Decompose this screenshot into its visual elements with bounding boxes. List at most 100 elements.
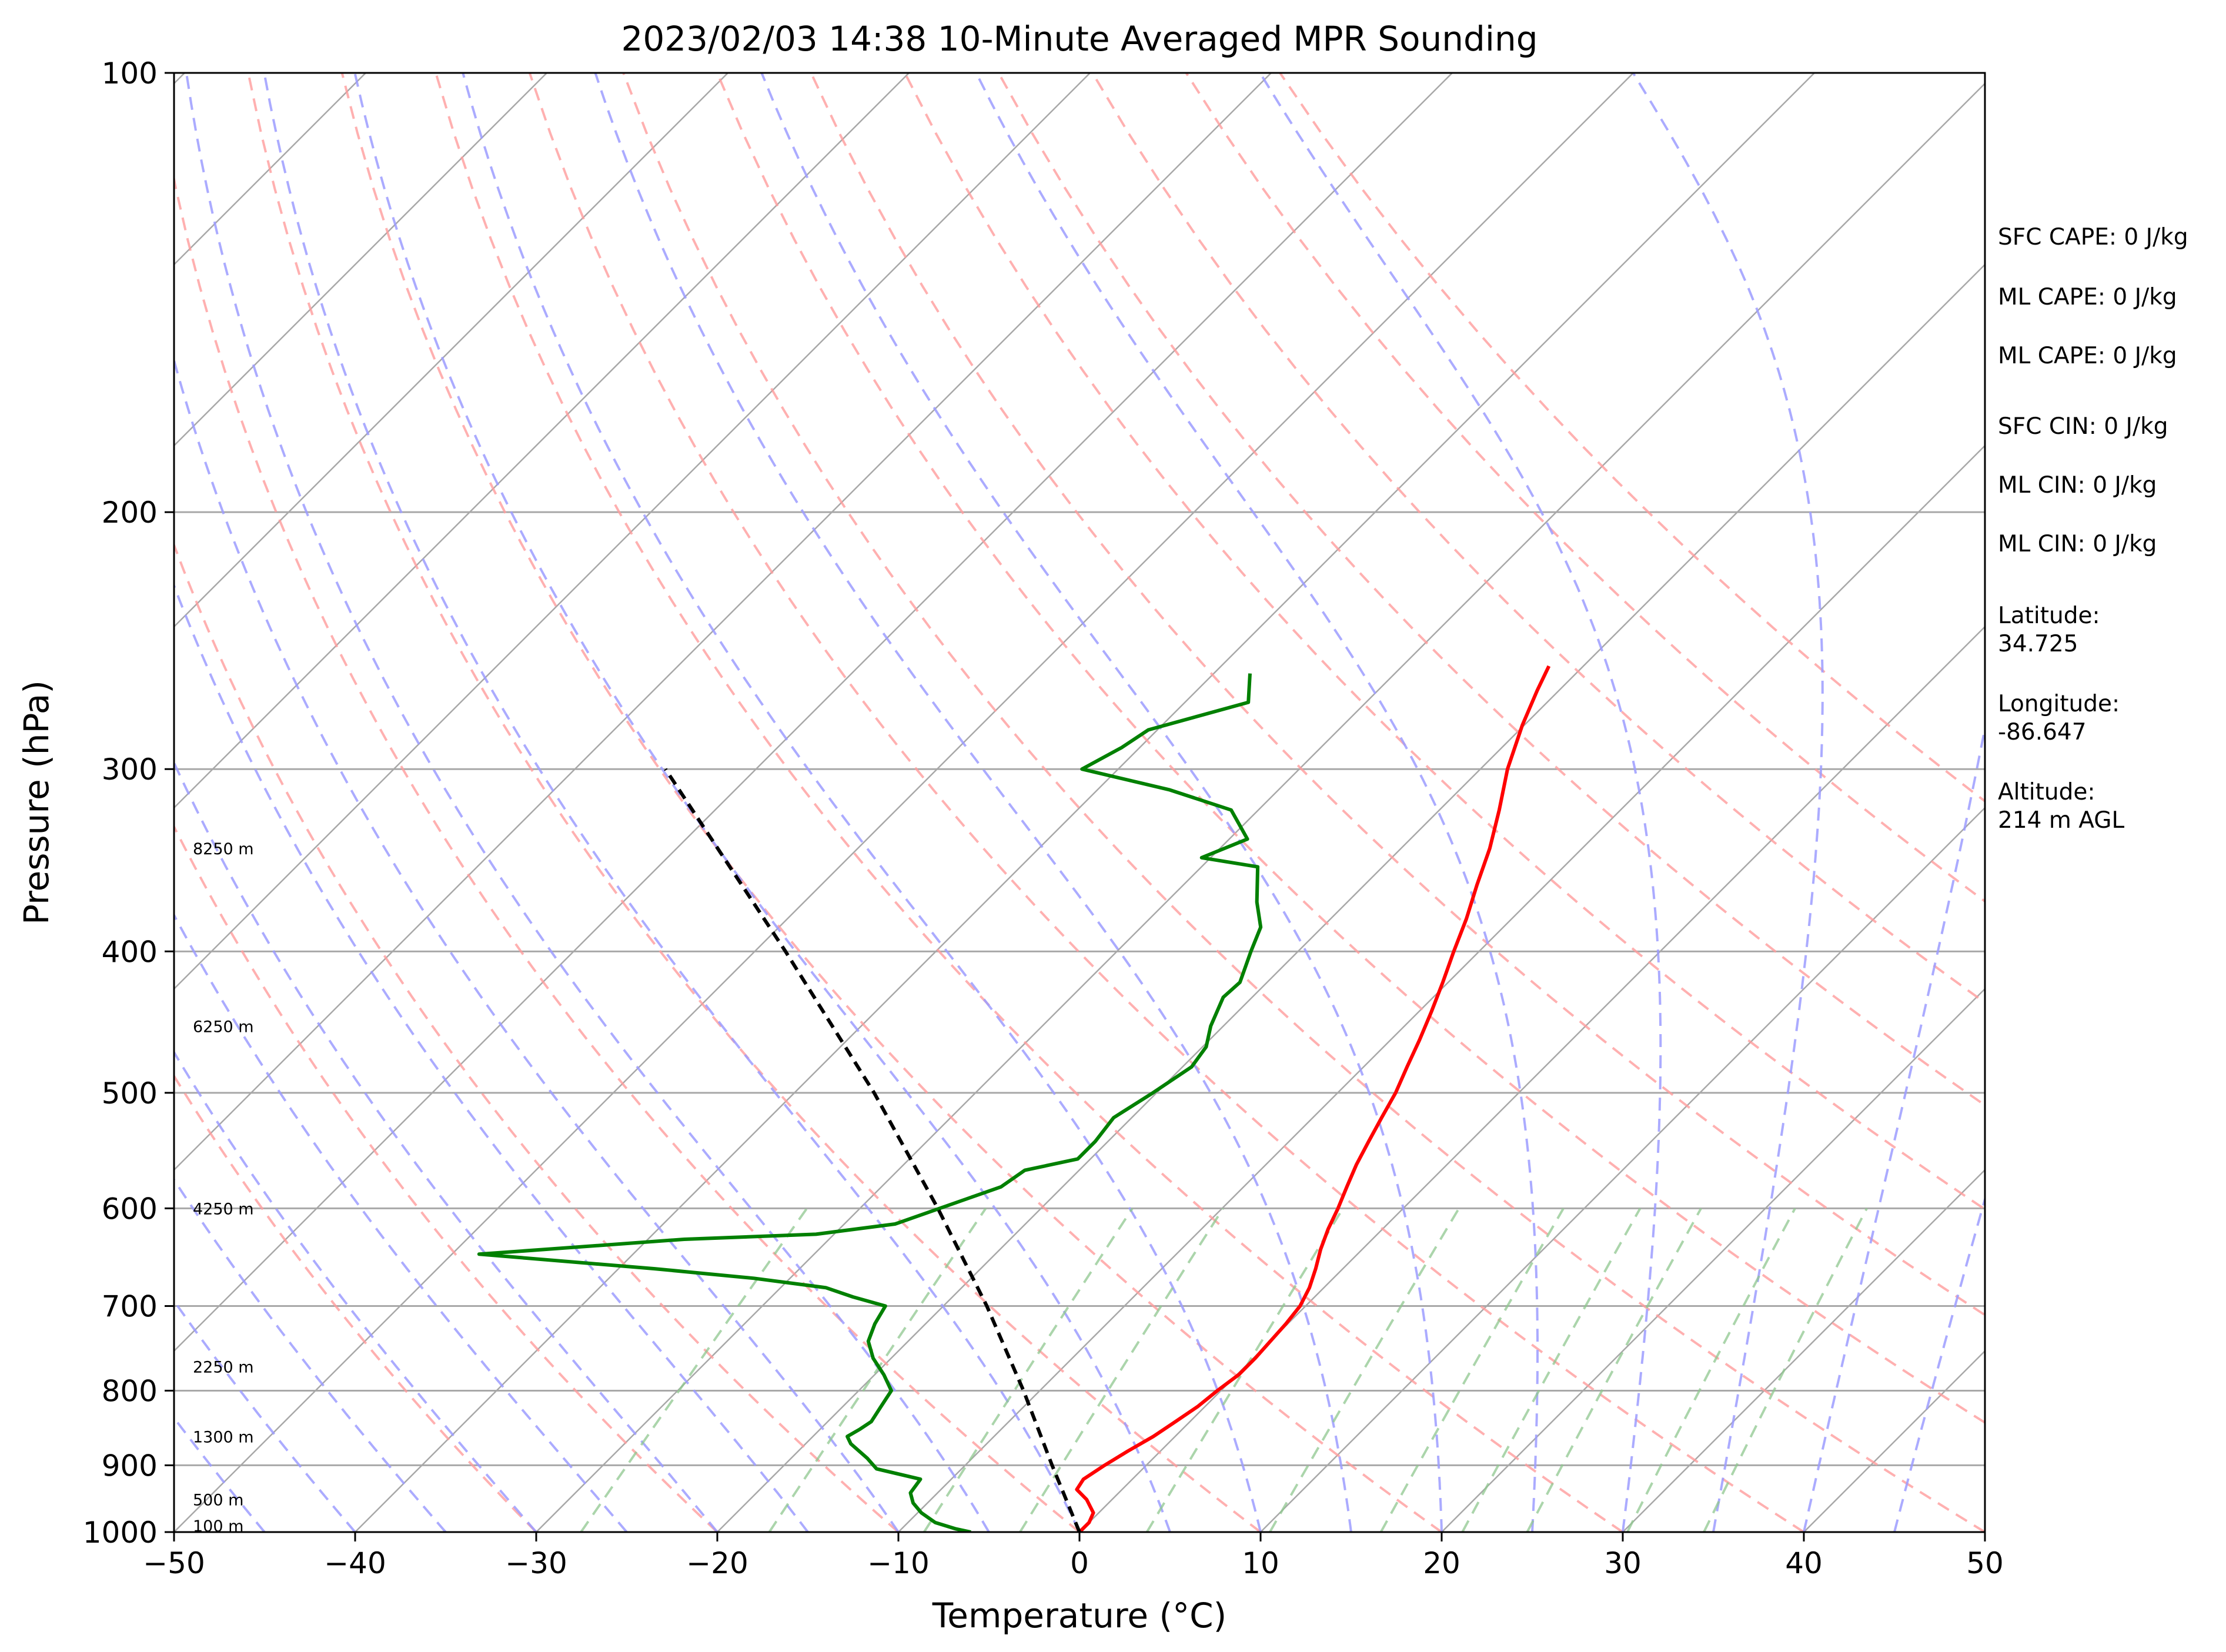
- latitude-value: 34.725: [1998, 631, 2078, 657]
- x-tick-label: 10: [1242, 1546, 1279, 1580]
- moist-adiabat-line: [185, 73, 990, 1532]
- x-axis-label: Temperature (°C): [932, 1596, 1227, 1636]
- moist-adiabat-line: [760, 73, 1443, 1532]
- info-ml-cin: ML CIN: 0 J/kg: [1998, 472, 2157, 499]
- longitude-label: Longitude:: [1998, 691, 2120, 717]
- moist-adiabat-line: [1803, 721, 1985, 1532]
- info-panel: SFC CAPE: 0 J/kg ML CAPE: 0 J/kg ML CAPE…: [1998, 224, 2188, 834]
- height-label: 1300 m: [193, 1428, 254, 1446]
- moist-adiabat-line: [1632, 73, 1824, 1532]
- altitude-label: Altitude:: [1998, 779, 2095, 805]
- moist-adiabat-line: [975, 73, 1539, 1532]
- moist-adiabat-line: [594, 73, 1352, 1532]
- x-tick-label: 20: [1423, 1546, 1460, 1580]
- chart-title: 2023/02/03 14:38 10-Minute Averaged MPR …: [621, 19, 1538, 59]
- longitude-value: -86.647: [1998, 719, 2087, 745]
- dry-adiabat-line: [810, 73, 1985, 1317]
- dry-adiabat-line: [174, 173, 1081, 1532]
- isotherm-line: [174, 73, 1453, 1352]
- mixing-ratio-line: [1703, 1208, 1868, 1532]
- parcel-path-line: [664, 768, 1081, 1532]
- moist-adiabat-line: [174, 582, 809, 1532]
- temperature-profile-line: [1075, 665, 1551, 1532]
- dewpoint-profile-line: [477, 673, 1263, 1532]
- isotherm-line: [717, 263, 1985, 1532]
- x-tick-label: −40: [324, 1546, 386, 1580]
- moist-adiabat-line: [174, 1299, 356, 1532]
- x-tick-label: −50: [143, 1546, 205, 1580]
- mixing-ratio-line: [1461, 1208, 1642, 1532]
- isotherm-line: [174, 73, 910, 809]
- dry-adiabat-line: [434, 73, 1624, 1532]
- moist-adiabat-line: [263, 73, 1081, 1532]
- x-tick-label: 30: [1604, 1546, 1642, 1580]
- altitude-value: 214 m AGL: [1998, 807, 2124, 834]
- mixing-ratio-line: [1145, 1208, 1344, 1532]
- y-tick-label: 200: [102, 496, 158, 530]
- isotherm-line: [1441, 988, 1985, 1532]
- mixing-ratio-line: [1626, 1208, 1796, 1532]
- x-tick-label: −10: [867, 1546, 930, 1580]
- y-tick-label: 500: [102, 1076, 158, 1111]
- dry-adiabat-line: [716, 73, 1985, 1424]
- height-label: 4250 m: [193, 1200, 254, 1218]
- info-sfc-cape: SFC CAPE: 0 J/kg: [1998, 224, 2188, 250]
- x-tick-label: −30: [505, 1546, 567, 1580]
- moist-adiabat-line: [174, 760, 718, 1532]
- isotherm-line: [1079, 626, 1985, 1532]
- series-layer: [477, 665, 1551, 1532]
- dry-adiabat-line: [997, 73, 1985, 1107]
- isotherm-line: [536, 82, 1985, 1532]
- y-tick-label: 800: [102, 1374, 158, 1408]
- dry-adiabat-line: [174, 1074, 537, 1532]
- isotherm-line: [174, 73, 1272, 1171]
- height-label: 100 m: [193, 1517, 243, 1536]
- moist-adiabat-line: [174, 912, 628, 1532]
- info-ml-cape-2: ML CAPE: 0 J/kg: [1998, 343, 2177, 369]
- height-label: 2250 m: [193, 1358, 254, 1376]
- dry-adiabat-line: [340, 73, 1443, 1532]
- grid-layer: [174, 73, 1985, 1532]
- y-tick-label: 300: [102, 753, 158, 787]
- mixing-ratio-line: [1379, 1208, 1565, 1532]
- isotherm-line: [1260, 807, 1985, 1532]
- y-tick-label: 600: [102, 1192, 158, 1226]
- moist-adiabat-line: [462, 73, 1262, 1532]
- isotherm-line: [174, 73, 1091, 990]
- isotherm-line: [355, 73, 1815, 1532]
- moist-adiabat-line: [1893, 1195, 1985, 1532]
- y-tick-label: 900: [102, 1449, 158, 1483]
- y-tick-label: 100: [102, 56, 158, 91]
- info-ml-cape: ML CAPE: 0 J/kg: [1998, 284, 2177, 310]
- info-sfc-cin: SFC CIN: 0 J/kg: [1998, 413, 2168, 440]
- isotherm-line: [174, 73, 547, 447]
- mixing-ratio-line: [1526, 1208, 1702, 1532]
- isotherm-line: [898, 444, 1985, 1532]
- dry-adiabat-line: [904, 73, 1985, 1211]
- x-tick-label: 0: [1070, 1546, 1089, 1580]
- moist-adiabat-line: [174, 1416, 266, 1532]
- mixing-ratio-line: [1019, 1208, 1224, 1532]
- ticks-layer: −50 −40 −30 −20 −10 0 10 20 30 40 50 100 200 300 400 50…: [83, 56, 2004, 1580]
- mixing-ratio-line: [768, 1208, 987, 1532]
- height-label: 8250 m: [193, 840, 254, 858]
- isotherm-line: [174, 73, 1634, 1532]
- y-tick-label: 700: [102, 1290, 158, 1324]
- isotherm-line: [174, 73, 728, 628]
- mixing-ratio-line: [580, 1208, 808, 1532]
- x-tick-label: 50: [1966, 1546, 2004, 1580]
- y-axis-label: Pressure (hPa): [16, 680, 56, 925]
- moist-adiabat-line: [353, 73, 1171, 1532]
- dry-adiabat-line: [528, 73, 1805, 1532]
- mixing-ratio-line: [923, 1208, 1134, 1532]
- mixing-ratio-line: [1269, 1208, 1460, 1532]
- height-label: 6250 m: [193, 1018, 254, 1036]
- moist-adiabat-line: [174, 356, 900, 1532]
- height-label: 500 m: [193, 1492, 243, 1510]
- info-ml-cin-2: ML CIN: 0 J/kg: [1998, 531, 2157, 557]
- y-tick-label: 400: [102, 935, 158, 969]
- dry-adiabat-line: [174, 824, 718, 1532]
- y-tick-label: 1000: [83, 1516, 158, 1550]
